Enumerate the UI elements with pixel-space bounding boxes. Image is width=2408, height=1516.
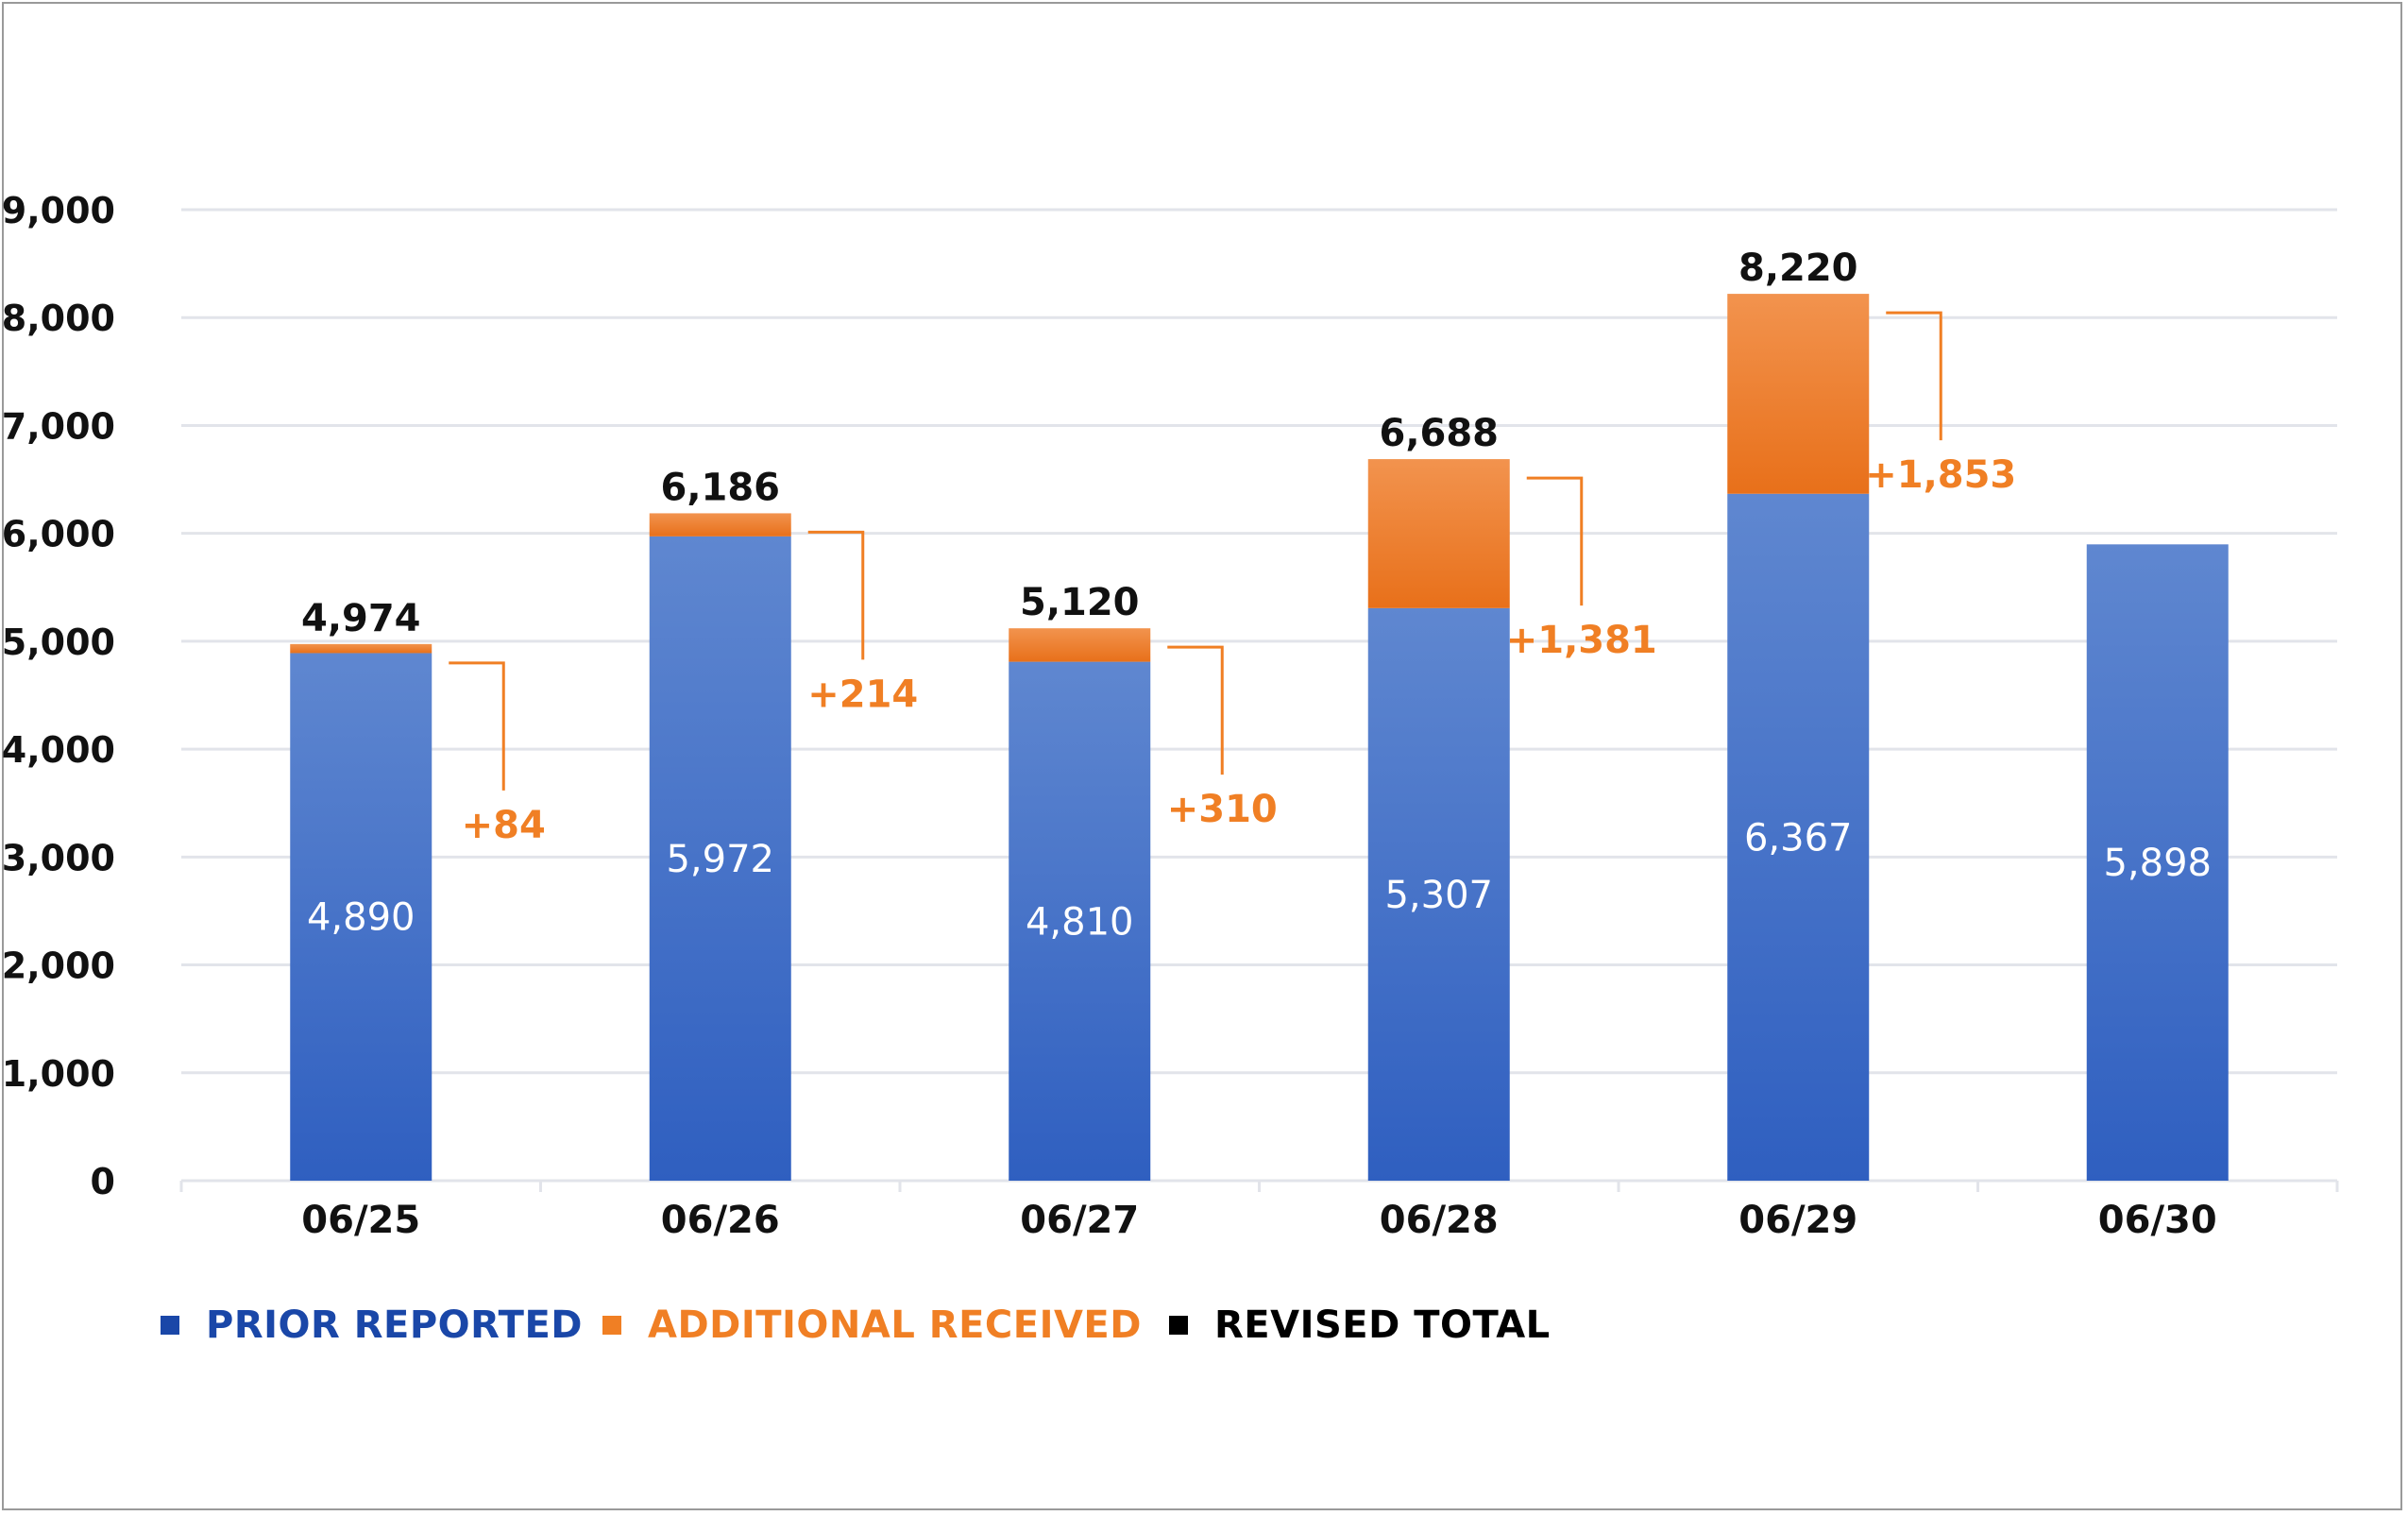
y-tick-label: 3,000 bbox=[2, 837, 115, 878]
total-label: 6,186 bbox=[660, 466, 780, 509]
bar-prior-reported bbox=[1367, 607, 1510, 1181]
legend-item-prior-reported: PRIOR REPORTED bbox=[161, 1303, 583, 1347]
bar-label-additional-received: +310 bbox=[1167, 788, 1278, 831]
bar-additional-received bbox=[1009, 628, 1151, 662]
x-tick-label: 06/26 bbox=[661, 1199, 780, 1242]
x-tick-label: 06/25 bbox=[301, 1199, 420, 1242]
y-tick-label: 5,000 bbox=[2, 622, 115, 663]
bar-label-prior-reported: 4,890 bbox=[307, 896, 415, 940]
legend-item-additional-received: ADDITIONAL RECEIVED bbox=[602, 1303, 1142, 1347]
bar-additional-received bbox=[649, 513, 791, 537]
total-label: 8,220 bbox=[1738, 247, 1858, 290]
bar-prior-reported bbox=[1727, 493, 1870, 1181]
bracket-connector bbox=[1886, 311, 1942, 441]
y-tick-label: 2,000 bbox=[2, 945, 115, 987]
bar-prior-reported bbox=[290, 653, 432, 1181]
x-tick-label: 06/30 bbox=[2098, 1199, 2217, 1242]
bar-label-prior-reported: 6,367 bbox=[1744, 816, 1853, 860]
legend-label-additional-received: ADDITIONAL RECEIVED bbox=[648, 1303, 1142, 1347]
bar-label-prior-reported: 5,972 bbox=[666, 838, 774, 881]
legend-swatch-revised-total bbox=[1169, 1316, 1188, 1335]
legend-label-prior-reported: PRIOR REPORTED bbox=[206, 1303, 583, 1347]
bar-prior-reported bbox=[1009, 661, 1151, 1181]
legend-item-revised-total: REVISED TOTAL bbox=[1169, 1303, 1551, 1347]
x-tick-label: 06/29 bbox=[1738, 1199, 1857, 1242]
bar-additional-received bbox=[1367, 459, 1510, 608]
bar-additional-received bbox=[1727, 294, 1870, 494]
bar-additional-received bbox=[290, 643, 432, 654]
y-tick-label: 8,000 bbox=[2, 298, 115, 339]
total-label: 4,974 bbox=[301, 597, 421, 640]
y-tick-label: 7,000 bbox=[2, 405, 115, 447]
bracket-connector bbox=[449, 661, 505, 791]
x-tick-label: 06/27 bbox=[1020, 1199, 1139, 1242]
bracket-connector bbox=[1167, 645, 1224, 775]
x-tick-label: 06/28 bbox=[1380, 1199, 1499, 1242]
legend-label-revised-total: REVISED TOTAL bbox=[1214, 1303, 1551, 1347]
bar-label-additional-received: +1,853 bbox=[1865, 453, 2016, 497]
legend-swatch-additional-received bbox=[602, 1316, 621, 1335]
bracket-connector bbox=[1526, 476, 1584, 606]
legend-swatch-prior-reported bbox=[161, 1316, 179, 1335]
bar-prior-reported bbox=[649, 536, 791, 1181]
y-tick-label: 6,000 bbox=[2, 514, 115, 555]
bar-label-prior-reported: 4,810 bbox=[1026, 900, 1134, 944]
y-tick-label: 0 bbox=[91, 1161, 115, 1202]
bar-label-additional-received: +1,381 bbox=[1506, 619, 1657, 662]
y-tick-label: 1,000 bbox=[2, 1053, 115, 1095]
bar-label-prior-reported: 5,307 bbox=[1384, 874, 1493, 917]
total-label: 5,120 bbox=[1020, 581, 1140, 624]
y-tick-label: 4,000 bbox=[2, 729, 115, 771]
y-tick-label: 9,000 bbox=[2, 190, 115, 231]
total-label: 6,688 bbox=[1379, 412, 1499, 455]
bar-label-additional-received: +84 bbox=[462, 804, 546, 847]
bar-prior-reported bbox=[2086, 544, 2229, 1181]
bar-label-prior-reported: 5,898 bbox=[2103, 842, 2212, 885]
bar-label-additional-received: +214 bbox=[807, 673, 918, 716]
bracket-connector bbox=[807, 530, 865, 660]
